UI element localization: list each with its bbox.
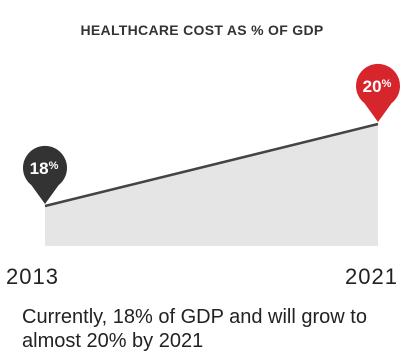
trend-line — [44, 122, 379, 208]
data-label-2013: 18% — [30, 159, 59, 178]
data-label-unit: % — [382, 78, 392, 90]
data-label-unit: % — [49, 160, 59, 172]
data-point-pin-2013: 18% — [23, 145, 67, 204]
area-fill — [45, 124, 378, 246]
data-label-value: 18 — [30, 159, 49, 178]
pin-marker — [23, 145, 67, 204]
x-tick-2013: 2013 — [6, 264, 59, 289]
data-label-value: 20 — [363, 77, 382, 96]
pin-marker — [356, 63, 400, 122]
chart-svg: 18%20% — [23, 63, 400, 246]
chart-title: HEALTHCARE COST AS % OF GDP — [80, 22, 324, 38]
data-label-2021: 20% — [363, 77, 392, 96]
x-tick-2021: 2021 — [345, 264, 398, 289]
caption: Currently, 18% of GDP and will grow to a… — [22, 306, 367, 352]
data-point-pin-2021: 20% — [356, 63, 400, 122]
